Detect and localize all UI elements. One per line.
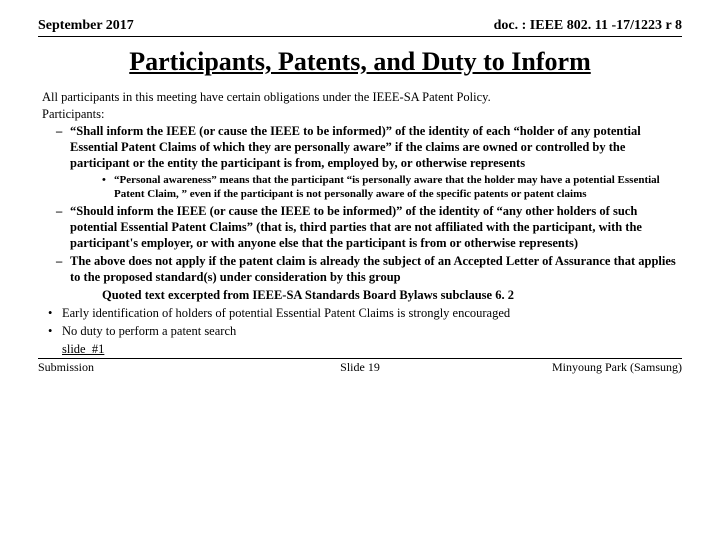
sub-item-1-text: “Shall inform the IEEE (or cause the IEE… (70, 124, 641, 170)
footer-left: Submission (38, 360, 94, 375)
slide-header: September 2017 doc. : IEEE 802. 11 -17/1… (0, 0, 720, 36)
quoted-source: Quoted text excerpted from IEEE-SA Stand… (42, 287, 678, 303)
sub-note-1: •“Personal awareness” means that the par… (42, 173, 678, 201)
sub-item-2: –“Should inform the IEEE (or cause the I… (42, 203, 678, 251)
slide-content: All participants in this meeting have ce… (0, 89, 720, 357)
bullet-1-text: Early identification of holders of poten… (62, 306, 510, 320)
sub-item-3-text: The above does not apply if the patent c… (70, 254, 676, 284)
slide-ref-link: slide_#1 (42, 341, 678, 357)
sub-item-3: –The above does not apply if the patent … (42, 253, 678, 285)
bullet-1: •Early identification of holders of pote… (42, 305, 678, 321)
slide-title: Participants, Patents, and Duty to Infor… (0, 47, 720, 77)
sub-item-2-text: “Should inform the IEEE (or cause the IE… (70, 204, 642, 250)
bullet-2: •No duty to perform a patent search (42, 323, 678, 339)
header-date: September 2017 (38, 18, 134, 34)
sub-item-1: –“Shall inform the IEEE (or cause the IE… (42, 123, 678, 171)
slide-footer: Submission Slide 19 Minyoung Park (Samsu… (0, 359, 720, 375)
header-docid: doc. : IEEE 802. 11 -17/1223 r 8 (494, 18, 682, 34)
bullet-2-text: No duty to perform a patent search (62, 324, 236, 338)
footer-right: Minyoung Park (Samsung) (552, 360, 682, 375)
intro-text: All participants in this meeting have ce… (42, 89, 678, 105)
sub-note-1-text: “Personal awareness” means that the part… (114, 174, 660, 200)
header-rule (38, 36, 682, 37)
participants-label: Participants: (42, 106, 678, 122)
